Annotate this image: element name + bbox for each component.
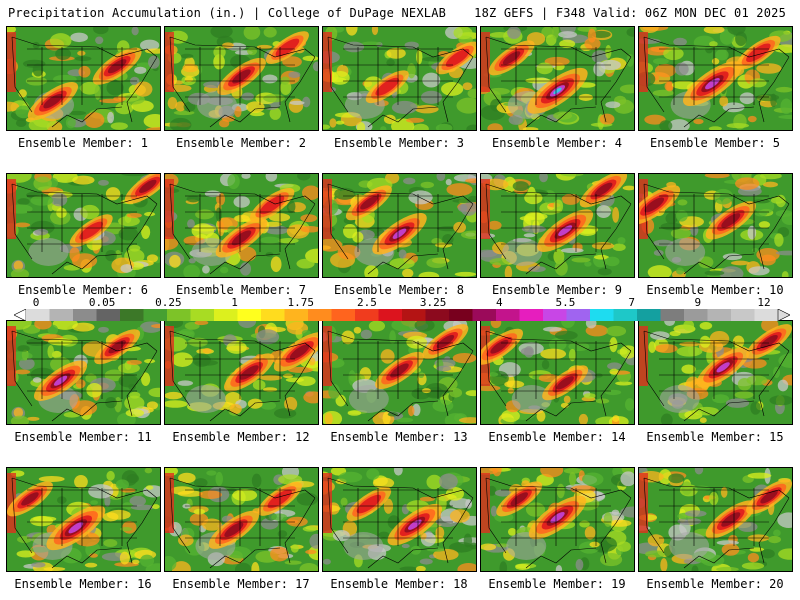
ensemble-map-12 — [164, 320, 319, 425]
ensemble-map-14 — [480, 320, 635, 425]
colorbar-segment — [49, 309, 74, 321]
ensemble-map-17 — [164, 467, 319, 572]
ensemble-member-label: Ensemble Member: 13 — [330, 430, 468, 444]
colorbar-segment — [284, 309, 309, 321]
colorbar-segment — [637, 309, 661, 321]
colorbar-segment — [143, 309, 168, 321]
ensemble-member-label: Ensemble Member: 9 — [491, 283, 623, 297]
ensemble-member-label: Ensemble Member: 17 — [172, 577, 310, 591]
colorbar-segment — [214, 309, 238, 321]
ensemble-map-8 — [322, 173, 477, 278]
ensemble-member-label: Ensemble Member: 18 — [330, 577, 468, 591]
ensemble-map-18 — [322, 467, 477, 572]
ensemble-member-label: Ensemble Member: 14 — [488, 430, 626, 444]
colorbar-segment — [237, 309, 262, 321]
colorbar-tick-label: 0.05 — [88, 296, 116, 309]
ensemble-member-label: Ensemble Member: 20 — [646, 577, 784, 591]
colorbar-segment — [261, 309, 285, 321]
colorbar-tick-label: 1.75 — [287, 296, 314, 309]
colorbar-segment — [308, 309, 332, 321]
colorbar-segment — [355, 309, 379, 321]
ensemble-map-9 — [480, 173, 635, 278]
ensemble-member-label: Ensemble Member: 1 — [17, 136, 149, 150]
colorbar-segment — [120, 309, 144, 321]
colorbar-tick-label: 0.25 — [155, 296, 182, 309]
colorbar-right-arrow — [777, 309, 790, 321]
colorbar-segment — [472, 309, 497, 321]
ensemble-map-1 — [6, 26, 161, 131]
ensemble-member-label: Ensemble Member: 3 — [333, 136, 465, 150]
ensemble-member-label: Ensemble Member: 4 — [491, 136, 623, 150]
colorbar-segment — [26, 309, 50, 321]
run-valid-time: 18Z GEFS | F348 Valid: 06Z MON DEC 01 20… — [474, 6, 786, 20]
colorbar-segment — [566, 309, 591, 321]
ensemble-member-label: Ensemble Member: 12 — [172, 430, 310, 444]
ensemble-member-label: Ensemble Member: 8 — [333, 283, 465, 297]
colorbar-segment — [543, 309, 567, 321]
colorbar-tick-label: 0 — [32, 296, 40, 309]
colorbar-segment — [73, 309, 97, 321]
colorbar-segment — [96, 309, 121, 321]
ensemble-map-3 — [322, 26, 477, 131]
ensemble-member-label: Ensemble Member: 11 — [14, 430, 152, 444]
colorbar-tick-label: 3.25 — [419, 296, 447, 309]
ensemble-map-6 — [6, 173, 161, 278]
colorbar-segment — [402, 309, 426, 321]
ensemble-map-10 — [638, 173, 793, 278]
ensemble-member-label: Ensemble Member: 16 — [14, 577, 152, 591]
colorbar-segment — [425, 309, 450, 321]
ensemble-member-label: Ensemble Member: 6 — [17, 283, 149, 297]
ensemble-map-7 — [164, 173, 319, 278]
colorbar-segment — [684, 309, 708, 321]
colorbar-segment — [331, 309, 356, 321]
colorbar-segment — [190, 309, 215, 321]
ensemble-member-label: Ensemble Member: 10 — [646, 283, 784, 297]
ensemble-map-11 — [6, 320, 161, 425]
colorbar-segment — [496, 309, 520, 321]
ensemble-map-2 — [164, 26, 319, 131]
colorbar-segment — [519, 309, 544, 321]
colorbar-tick-label: 2.5 — [356, 296, 377, 309]
colorbar-tick-label: 9 — [694, 296, 702, 309]
ensemble-member-label: Ensemble Member: 15 — [646, 430, 784, 444]
ensemble-map-20 — [638, 467, 793, 572]
colorbar-tick-label: 1 — [231, 296, 238, 309]
colorbar-tick-label: 5.5 — [555, 296, 576, 309]
colorbar-tick-label: 4 — [495, 296, 503, 309]
colorbar-segment — [590, 309, 614, 321]
ensemble-map-15 — [638, 320, 793, 425]
colorbar-segment — [449, 309, 473, 321]
ensemble-map-16 — [6, 467, 161, 572]
colorbar-segment — [167, 309, 191, 321]
colorbar-left-arrow — [14, 309, 27, 321]
colorbar-segment — [731, 309, 755, 321]
colorbar-segment — [754, 309, 779, 321]
ensemble-member-label: Ensemble Member: 19 — [488, 577, 626, 591]
colorbar — [14, 309, 790, 321]
ensemble-member-label: Ensemble Member: 5 — [649, 136, 781, 150]
ensemble-map-4 — [480, 26, 635, 131]
chart-title: Precipitation Accumulation (in.) | Colle… — [8, 6, 447, 20]
colorbar-segment — [707, 309, 732, 321]
colorbar-tick-label: 12 — [757, 296, 771, 309]
ensemble-member-label: Ensemble Member: 7 — [175, 283, 307, 297]
ensemble-map-19 — [480, 467, 635, 572]
ensemble-member-label: Ensemble Member: 2 — [175, 136, 307, 150]
colorbar-segment — [378, 309, 403, 321]
colorbar-segment — [613, 309, 638, 321]
colorbar-tick-label: 7 — [628, 296, 635, 309]
ensemble-map-5 — [638, 26, 793, 131]
colorbar-segment — [660, 309, 685, 321]
ensemble-map-13 — [322, 320, 477, 425]
